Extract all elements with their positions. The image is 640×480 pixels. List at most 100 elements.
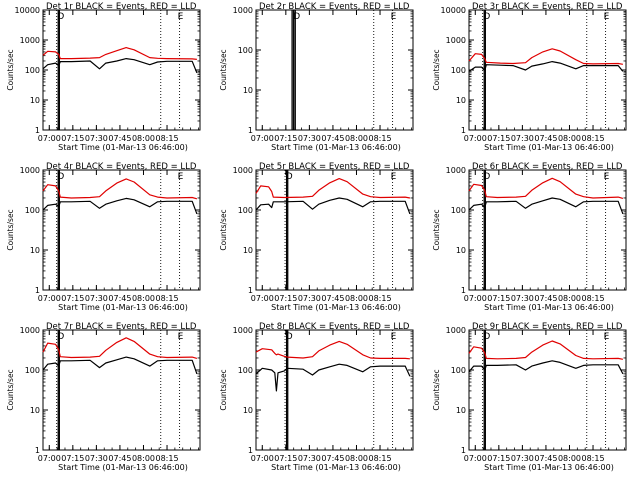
y-tick-label: 1: [461, 446, 466, 455]
y-tick-label: 10: [243, 246, 253, 255]
y-axis-label: Counts/sec: [219, 369, 228, 410]
y-tick-label: 1000: [20, 326, 40, 335]
x-tick-label: 08:15: [155, 454, 178, 463]
chart-title: Det 2r BLACK = Events, RED = LLD: [259, 2, 410, 12]
x-tick-label: 07:15: [487, 294, 510, 303]
detector-chart: Det 4r BLACK = Events, RED = LLD 1 10 100 10…: [6, 162, 201, 312]
y-axis-label: Counts/sec: [219, 49, 228, 90]
y-tick-label: 1000: [20, 166, 40, 175]
y-tick-label: 10: [30, 406, 40, 415]
y-tick-label: 1: [248, 126, 253, 135]
x-tick-label: 07:30: [85, 454, 108, 463]
x-tick-label: 07:00: [251, 294, 274, 303]
marker-letter-e: E: [604, 12, 610, 22]
y-axis-label: Counts/sec: [6, 49, 15, 90]
x-tick-label: 07:45: [108, 454, 131, 463]
x-tick-label: 08:00: [558, 134, 581, 143]
y-axis-label: Counts/sec: [6, 369, 15, 410]
chart-title: Det 3r BLACK = Events, RED = LLD: [472, 2, 623, 12]
chart-title: Det 7r BLACK = Events, RED = LLD: [46, 322, 197, 332]
plot-frame: [255, 329, 414, 451]
marker-letter-d: D: [483, 172, 490, 182]
y-tick-label: 1: [248, 286, 253, 295]
x-tick-label: 08:00: [132, 454, 155, 463]
chart-title: Det 8r BLACK = Events, RED = LLD: [259, 322, 410, 332]
y-tick-label: 10: [456, 246, 466, 255]
detector-chart: Det 2r BLACK = Events, RED = LLD 1 10 100 10…: [219, 2, 414, 152]
plot-frame: [42, 329, 201, 451]
detector-chart: Det 9r BLACK = Events, RED = LLD 1 10 100 10…: [432, 322, 627, 472]
y-tick-label: 1: [35, 126, 40, 135]
marker-letter-e: E: [391, 172, 397, 182]
y-tick-label: 100: [451, 366, 466, 375]
lld-series-line: [468, 48, 624, 65]
marker-letter-e: E: [391, 12, 397, 22]
y-tick-label: 100: [25, 366, 40, 375]
detector-chart: Det 8r BLACK = Events, RED = LLD 1 10 100 10…: [219, 322, 414, 472]
x-tick-label: 08:15: [155, 294, 178, 303]
x-tick-label: 08:00: [132, 294, 155, 303]
marker-letter-e: E: [178, 172, 184, 182]
lld-series-line: [42, 46, 197, 60]
x-tick-label: 07:45: [321, 134, 344, 143]
x-axis-label: Start Time (01-Mar-13 06:46:00): [484, 303, 614, 312]
y-tick-label: 1000: [233, 326, 253, 335]
y-tick-label: 1000: [233, 166, 253, 175]
x-tick-label: 08:00: [345, 454, 368, 463]
x-tick-label: 07:30: [298, 294, 321, 303]
chart-title: Det 1r BLACK = Events, RED = LLD: [46, 2, 197, 12]
x-tick-label: 08:00: [345, 294, 368, 303]
x-tick-label: 07:15: [61, 134, 84, 143]
detector-chart: Det 5r BLACK = Events, RED = LLD 1 10 100 10…: [219, 162, 414, 312]
x-tick-label: 07:45: [108, 134, 131, 143]
marker-letter-d: D: [483, 12, 490, 22]
y-tick-label: 10: [243, 86, 253, 95]
y-tick-label: 100: [25, 206, 40, 215]
y-tick-label: 1000: [20, 36, 40, 45]
y-tick-label: 100: [451, 66, 466, 75]
plot-frame: [255, 169, 414, 291]
marker-letter-e: E: [604, 332, 610, 342]
lld-series-line: [255, 178, 411, 199]
x-tick-label: 07:00: [251, 134, 274, 143]
y-tick-label: 1000: [446, 326, 466, 335]
x-tick-label: 07:30: [298, 454, 321, 463]
x-axis-label: Start Time (01-Mar-13 06:46:00): [271, 143, 401, 152]
plot-frame: [255, 9, 414, 131]
x-tick-label: 07:45: [321, 454, 344, 463]
y-tick-label: 10: [30, 246, 40, 255]
x-tick-label: 08:15: [368, 134, 391, 143]
marker-letter-e: E: [178, 332, 184, 342]
y-tick-label: 1: [461, 126, 466, 135]
events-series-line: [468, 197, 624, 215]
x-tick-label: 07:30: [511, 454, 534, 463]
x-axis-label: Start Time (01-Mar-13 06:46:00): [58, 143, 188, 152]
marker-letter-d: D: [57, 172, 64, 182]
y-tick-label: 1: [248, 446, 253, 455]
detector-chart: Det 1r BLACK = Events, RED = LLD 1 10 100 10…: [6, 2, 201, 152]
lld-series-line: [42, 178, 198, 200]
x-tick-label: 07:15: [61, 294, 84, 303]
marker-letter-d: D: [483, 332, 490, 342]
x-tick-label: 08:15: [581, 454, 604, 463]
events-series-line: [255, 197, 411, 215]
lld-series-line: [468, 340, 624, 360]
plot-frame: [42, 169, 201, 291]
x-tick-label: 08:15: [581, 294, 604, 303]
lld-series-line: [42, 337, 198, 359]
y-tick-label: 10: [243, 406, 253, 415]
x-tick-label: 07:30: [511, 134, 534, 143]
x-axis-label: Start Time (01-Mar-13 06:46:00): [58, 303, 188, 312]
y-tick-label: 10: [456, 96, 466, 105]
x-tick-label: 07:00: [38, 134, 61, 143]
y-tick-label: 100: [25, 66, 40, 75]
marker-letter-d: D: [286, 172, 293, 182]
marker-letter-d: D: [57, 332, 64, 342]
y-tick-label: 100: [238, 366, 253, 375]
x-tick-label: 07:45: [321, 294, 344, 303]
y-tick-label: 1000: [446, 166, 466, 175]
x-axis-label: Start Time (01-Mar-13 06:46:00): [58, 463, 188, 472]
y-tick-label: 10000: [15, 6, 40, 15]
y-tick-label: 1: [35, 446, 40, 455]
marker-letter-d: D: [57, 12, 64, 22]
